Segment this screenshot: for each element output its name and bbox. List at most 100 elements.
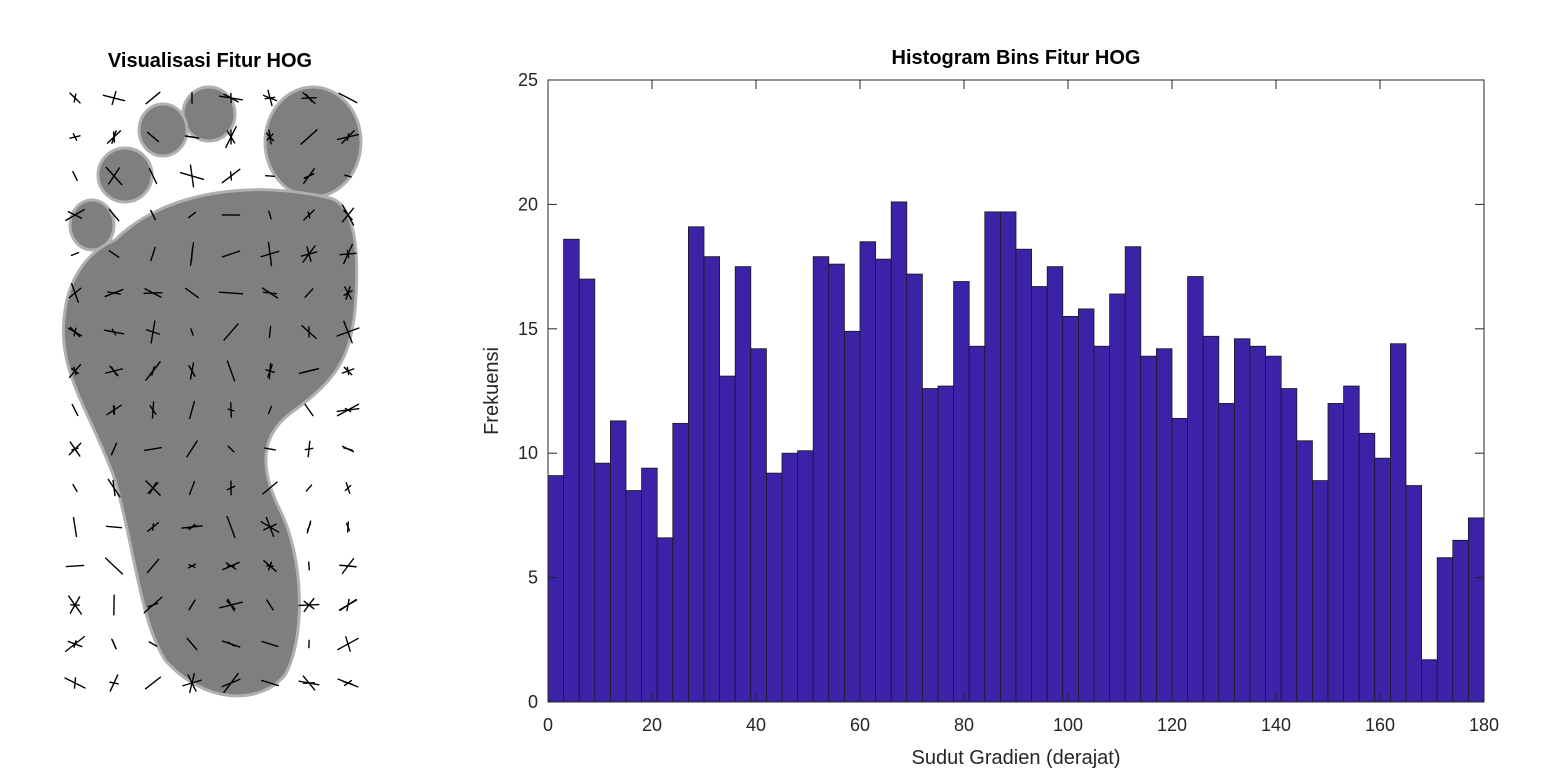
x-tick-labels: 0 20 40 60 80 100 120 140 160 180 (543, 715, 1499, 735)
histogram-bar (734, 266, 752, 703)
x-tick-label: 40 (746, 715, 766, 735)
hog-cell-glyph (221, 168, 241, 184)
fifth-toe (68, 198, 116, 252)
hog-cell-glyph (260, 679, 280, 687)
hog-cell-glyph (72, 483, 78, 493)
hog-cell-glyph (104, 365, 124, 377)
hog-cell-glyph (336, 130, 360, 144)
hog-cell-glyph (145, 361, 161, 381)
hog-cell-glyph (187, 211, 197, 219)
histogram-bar (1452, 539, 1469, 703)
histogram-bar (890, 201, 908, 703)
histogram-bar (1234, 338, 1251, 703)
hog-cell-glyph (70, 251, 80, 257)
histogram-bar (1265, 355, 1282, 703)
hog-cell-glyph (69, 92, 81, 104)
histogram-bar (1000, 211, 1017, 703)
hog-cell-glyph (188, 362, 196, 380)
hog-cell-glyph (150, 209, 156, 221)
hog-cell-glyph (72, 170, 78, 182)
hog-cell-glyph (69, 132, 81, 142)
histogram-bar (1405, 485, 1422, 703)
histogram-bar (797, 450, 814, 703)
hog-cell-glyph (186, 440, 198, 458)
histogram-bar (1140, 355, 1157, 703)
hog-cell-glyph (339, 243, 357, 265)
histogram-bar (610, 420, 627, 703)
histogram-bar (750, 348, 767, 703)
y-tick-label: 5 (528, 568, 538, 588)
hog-cell-glyph (68, 283, 82, 303)
hog-cell-glyph (300, 245, 318, 263)
histogram-bar (1390, 343, 1407, 703)
hog-cell-glyph (301, 324, 317, 340)
hog-cell-glyph (337, 636, 359, 652)
hog-cell-glyph (108, 250, 120, 258)
hog-cell-glyph (221, 640, 241, 648)
histogram-bar (1015, 248, 1032, 703)
histogram-bar (1374, 457, 1391, 703)
hog-cell-glyph (148, 641, 158, 647)
hog-cell-glyph (106, 404, 122, 416)
hog-cell-glyph (260, 241, 280, 267)
hog-cell-glyph (339, 557, 357, 575)
hog-cell-glyph (144, 676, 162, 690)
hog-cell-glyph (337, 678, 359, 688)
hog-cell-glyph (65, 564, 85, 568)
hog-cell-glyph (336, 403, 360, 417)
hog-cell-glyph (188, 480, 196, 496)
histogram-bar (641, 467, 658, 703)
histogram-bar (1093, 345, 1110, 703)
hog-cell-glyph (336, 320, 360, 344)
hog-cell-glyph (344, 482, 352, 494)
histogram-bar (547, 475, 565, 703)
hog-cell-glyph (300, 129, 318, 145)
hog-cell-glyph (187, 563, 197, 569)
histogram-bar (906, 273, 923, 703)
histogram-bar (812, 256, 830, 703)
hog-cell-glyph (345, 521, 351, 533)
hog-cell-glyph (261, 640, 279, 648)
histogram-bar (1109, 293, 1126, 703)
hog-cell-glyph (149, 401, 157, 419)
hog-cell-glyph (102, 90, 126, 106)
histogram-bar (672, 422, 689, 703)
histogram-bar (1421, 659, 1438, 703)
histogram-bar (578, 278, 596, 703)
hog-cell-glyph (146, 131, 160, 143)
histogram-bar (1078, 308, 1095, 703)
hog-cell-glyph (261, 287, 279, 299)
x-tick-label: 80 (954, 715, 974, 735)
hog-glyph-grid (64, 89, 360, 694)
hog-cell-glyph (304, 288, 314, 298)
hog-cell-glyph (145, 480, 161, 496)
y-tick-label: 0 (528, 692, 538, 712)
hog-cell-glyph (109, 674, 119, 692)
hog-cell-glyph (143, 288, 163, 298)
hog-cell-glyph (189, 242, 195, 266)
x-tick-label: 0 (543, 715, 553, 735)
histogram-bar (1124, 246, 1142, 703)
hog-cell-glyph (223, 323, 239, 341)
histogram-bar (1343, 385, 1360, 703)
hog-cell-glyph (67, 326, 83, 338)
histogram-bar (1358, 432, 1376, 703)
hog-cell-glyph (267, 405, 273, 415)
histogram-bar (781, 452, 799, 703)
hog-cell-glyph (146, 522, 160, 532)
hog-cell-glyph (262, 89, 278, 107)
hog-cell-glyph (108, 208, 120, 222)
hog-cell-glyph (341, 204, 355, 226)
hog-cell-glyph (143, 596, 163, 614)
hog-cell-glyph (150, 246, 156, 262)
hog-cell-glyph (227, 402, 235, 418)
hog-cell-glyph (341, 445, 355, 453)
hog-cell-glyph (67, 595, 83, 615)
hog-cell-glyph (221, 672, 241, 694)
third-toe (137, 102, 189, 158)
histogram-bar (719, 375, 736, 703)
hog-cell-glyph (265, 362, 275, 380)
hog-cell-glyph (219, 598, 243, 612)
histogram-bar (1468, 517, 1485, 703)
